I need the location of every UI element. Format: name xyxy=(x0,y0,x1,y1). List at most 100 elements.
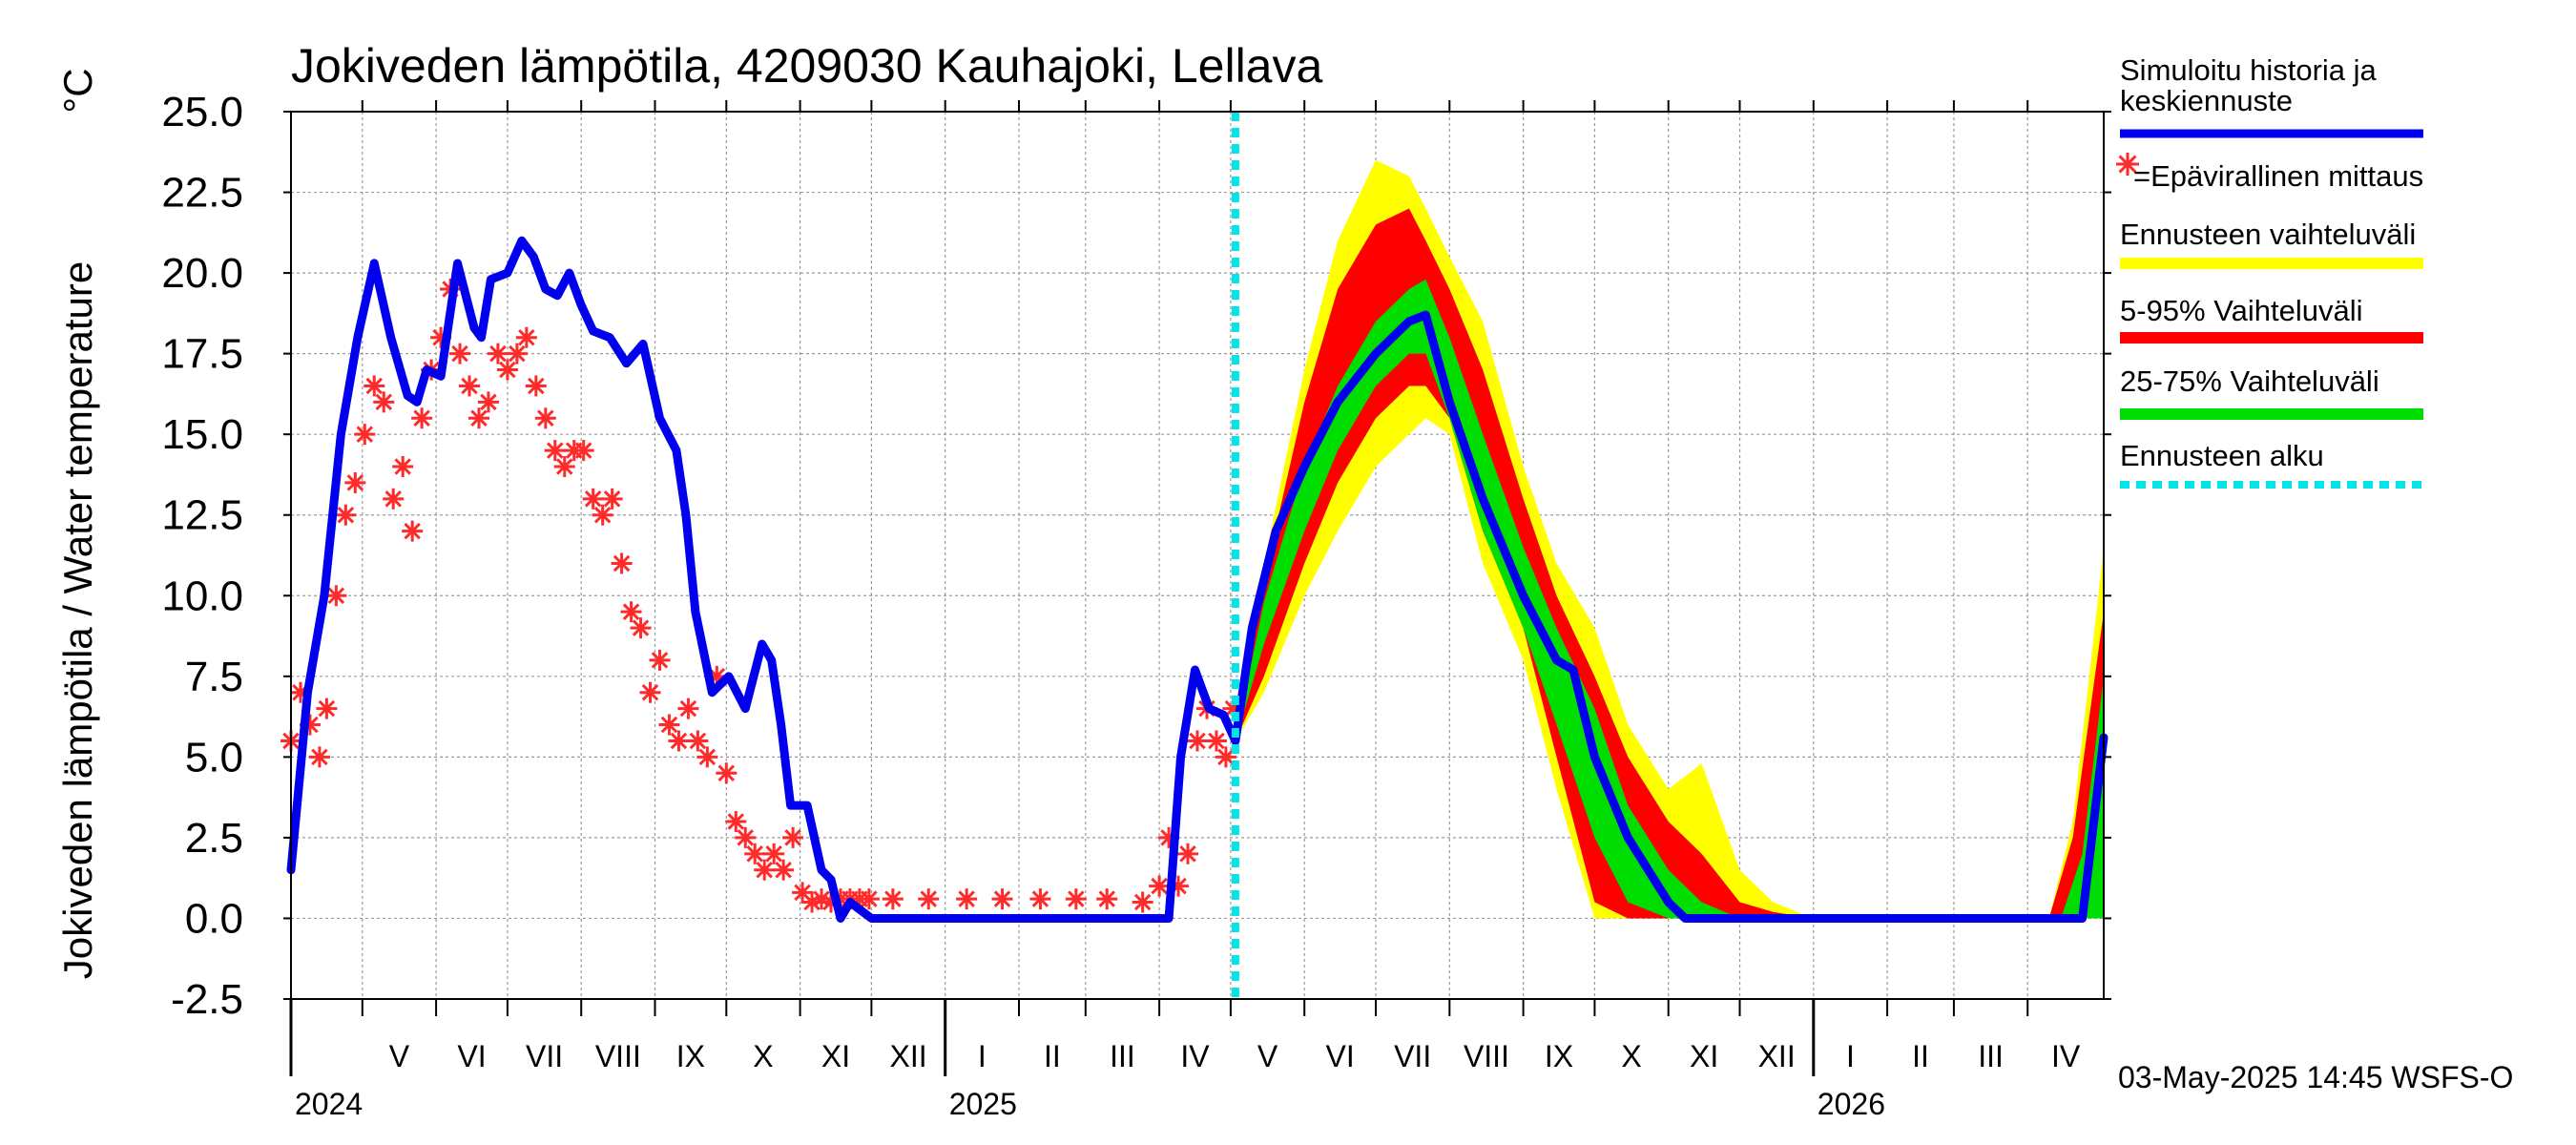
measurement-point xyxy=(744,843,766,864)
y-tick-label: 7.5 xyxy=(185,654,243,700)
y-axis-unit: °C xyxy=(55,68,100,113)
x-month-label: IV xyxy=(2051,1039,2081,1073)
measurement-point xyxy=(1177,843,1199,864)
x-month-label: I xyxy=(1846,1039,1855,1073)
measurement-point xyxy=(858,888,880,910)
y-tick-label: 15.0 xyxy=(161,411,243,458)
measurement-point xyxy=(782,826,804,848)
measurement-point xyxy=(1215,746,1236,768)
chart-title: Jokiveden lämpötila, 4209030 Kauhajoki, … xyxy=(291,39,1322,93)
measurement-point xyxy=(1065,888,1087,910)
measurement-point xyxy=(716,762,737,784)
x-month-label: IX xyxy=(676,1039,705,1073)
x-month-label: IV xyxy=(1180,1039,1210,1073)
measurement-point xyxy=(506,343,528,364)
data-series xyxy=(280,236,2109,923)
measurement-point xyxy=(620,601,642,623)
measurement-point xyxy=(467,407,489,429)
measurement-point xyxy=(649,649,671,671)
measurement-point xyxy=(544,440,566,462)
x-month-label: X xyxy=(1621,1039,1641,1073)
simulated-series-line xyxy=(286,236,2109,923)
measurement-point xyxy=(525,375,547,397)
x-month-label: VII xyxy=(526,1039,563,1073)
measurement-point xyxy=(601,488,623,510)
measurement-point xyxy=(411,407,433,429)
x-month-label: VI xyxy=(1325,1039,1354,1073)
y-axis-label: Jokiveden lämpötila / Water temperature xyxy=(55,261,100,979)
measurement-point xyxy=(754,859,776,881)
footer-timestamp: 03-May-2025 14:45 WSFS-O xyxy=(2118,1060,2513,1094)
measurement-point xyxy=(344,471,366,493)
forecast-bands xyxy=(1235,159,2104,919)
measurement-point xyxy=(611,552,633,574)
y-tick-label: 22.5 xyxy=(161,170,243,217)
x-month-label: V xyxy=(389,1039,410,1073)
measurement-point xyxy=(582,488,604,510)
measurement-point xyxy=(534,407,556,429)
measurement-point xyxy=(677,697,699,719)
measurement-point xyxy=(487,343,509,364)
y-tick-label: 2.5 xyxy=(185,815,243,862)
measurement-point xyxy=(308,746,330,768)
measurement-point xyxy=(630,617,652,639)
measurement-point xyxy=(658,714,680,736)
measurement-point xyxy=(725,811,747,832)
y-tick-label: 10.0 xyxy=(161,572,243,619)
y-tick-label: 20.0 xyxy=(161,250,243,297)
x-month-label: V xyxy=(1257,1039,1278,1073)
x-year-label: 2026 xyxy=(1818,1087,1885,1121)
measurement-point xyxy=(572,440,594,462)
legend-label: =Epävirallinen mittaus xyxy=(2133,159,2423,193)
grid xyxy=(291,111,2104,1000)
measurement-point xyxy=(553,456,575,477)
x-month-label: VII xyxy=(1394,1039,1431,1073)
measurement-point xyxy=(918,888,940,910)
x-month-label: XI xyxy=(1690,1039,1718,1073)
legend-label: keskiennuste xyxy=(2120,84,2293,117)
measurement-point xyxy=(392,456,414,477)
measurement-point xyxy=(354,424,376,446)
measurement-point xyxy=(687,730,709,752)
measurement-point xyxy=(1205,730,1227,752)
measurement-point xyxy=(763,843,785,864)
measurement-point xyxy=(383,488,405,510)
x-year-label: 2024 xyxy=(295,1087,363,1121)
x-month-label: III xyxy=(1110,1039,1135,1073)
legend-label: Ennusteen vaihteluväli xyxy=(2120,218,2416,251)
y-tick-label: 17.5 xyxy=(161,331,243,378)
measurement-point xyxy=(1149,875,1171,897)
y-tick-label: -2.5 xyxy=(171,976,243,1023)
measurement-point xyxy=(496,359,518,381)
x-month-label: X xyxy=(753,1039,773,1073)
measurement-point xyxy=(1187,730,1208,752)
measurement-point xyxy=(477,391,499,413)
measurement-point xyxy=(801,891,823,913)
measurement-point xyxy=(459,375,481,397)
legend-label: Simuloitu historia ja xyxy=(2120,53,2378,87)
measurement-point xyxy=(991,888,1013,910)
x-month-label: XII xyxy=(889,1039,926,1073)
x-month-label: II xyxy=(1044,1039,1061,1073)
x-axis: V VI VII VIII IX X XI XII I II III IV V VI VII VIII IX X X… xyxy=(289,100,2081,1121)
measurement-point xyxy=(364,375,385,397)
measurement-point xyxy=(335,504,357,526)
x-month-label: VI xyxy=(457,1039,486,1073)
x-month-label: XII xyxy=(1758,1039,1796,1073)
x-month-label: XI xyxy=(821,1039,850,1073)
legend-label: Ennusteen alku xyxy=(2120,439,2324,472)
measurement-point xyxy=(1029,888,1051,910)
measurement-point xyxy=(639,681,661,703)
measurement-point xyxy=(402,520,424,542)
measurement-point xyxy=(592,504,613,526)
legend-label: 25-75% Vaihteluväli xyxy=(2120,364,2379,398)
measurement-point xyxy=(882,888,904,910)
measurement-point xyxy=(1132,891,1153,913)
legend-label: 5-95% Vaihteluväli xyxy=(2120,294,2362,327)
measurement-point xyxy=(515,326,537,348)
legend-marker-icon xyxy=(2116,153,2139,176)
x-month-label: I xyxy=(978,1039,987,1073)
plot-area xyxy=(290,111,2105,1000)
x-month-label: IX xyxy=(1545,1039,1573,1073)
